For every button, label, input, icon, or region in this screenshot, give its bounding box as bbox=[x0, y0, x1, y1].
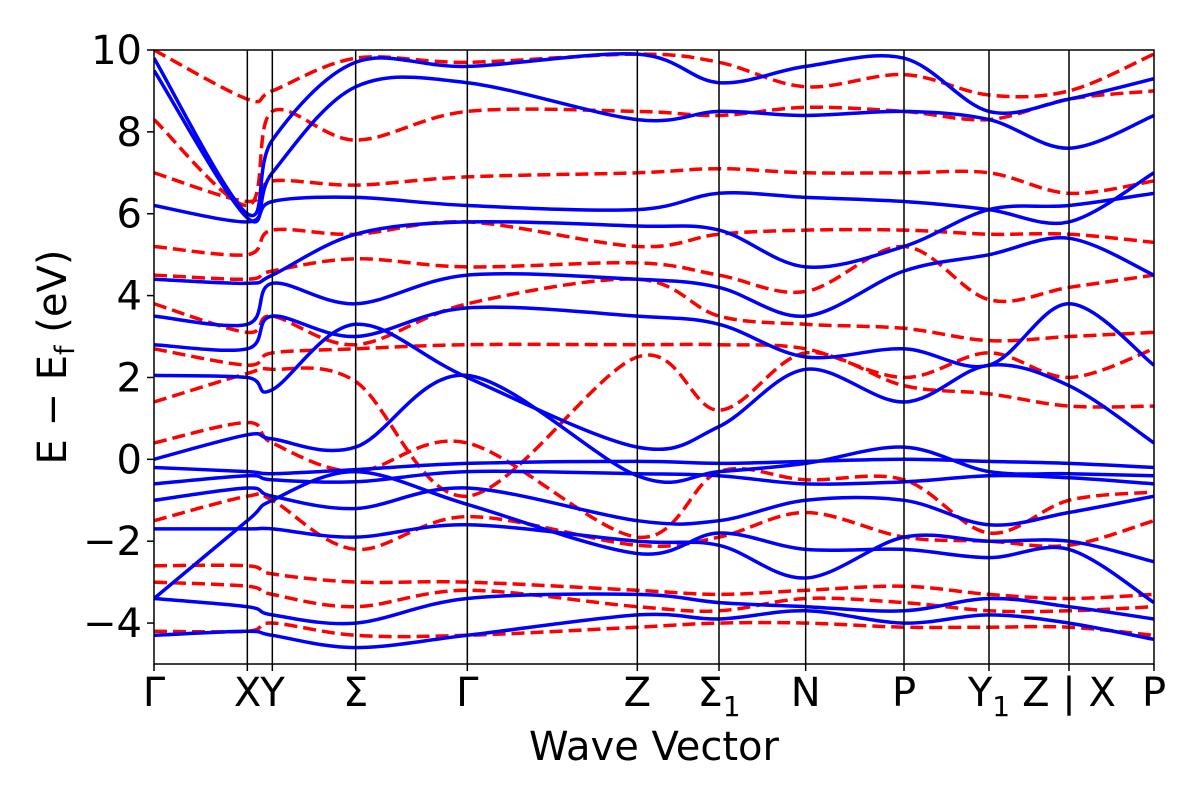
x-tick-label-8: P bbox=[892, 670, 916, 716]
y-tick-label-1: −2 bbox=[83, 519, 142, 565]
x-tick-label-2: Y bbox=[259, 670, 285, 716]
plot-frame bbox=[153, 49, 1155, 665]
y-axis-label: E − Ef (eV) bbox=[30, 250, 81, 465]
y-tick-label-3: 2 bbox=[117, 355, 142, 401]
band-dashed-15 bbox=[154, 420, 1154, 539]
x-tick-label-10: Z | X bbox=[1022, 670, 1116, 716]
x-axis-ticks: Γ X Y Σ Γ Z Σ1 N P Y1 Z | X P bbox=[143, 664, 1166, 723]
y-tick-label-6: 8 bbox=[117, 110, 142, 156]
x-axis-label: Wave Vector bbox=[529, 724, 780, 770]
x-tick-label-0: Γ bbox=[143, 670, 166, 716]
x-tick-label-subscript-9: 1 bbox=[992, 690, 1010, 723]
x-tick-label-subscript-6: 1 bbox=[723, 690, 741, 723]
x-tick-label-5: Z bbox=[624, 670, 651, 716]
y-tick-label-2: 0 bbox=[117, 437, 142, 483]
high-symmetry-lines bbox=[246, 50, 1070, 664]
y-axis-label-subscript: f bbox=[50, 344, 81, 355]
svg-text:E − Ef (eV): E − Ef (eV) bbox=[30, 250, 81, 465]
x-tick-label-1: X bbox=[234, 670, 261, 716]
y-axis-label-unit: (eV) bbox=[30, 250, 76, 346]
y-tick-label-5: 6 bbox=[117, 192, 142, 238]
x-tick-label-6: Σ1 bbox=[697, 670, 740, 723]
x-tick-label-7: N bbox=[791, 670, 821, 716]
y-axis-ticks: −4 −2 0 2 4 6 8 10 bbox=[83, 28, 154, 647]
y-tick-label-0: −4 bbox=[83, 601, 142, 647]
x-tick-label-11: P bbox=[1142, 670, 1166, 716]
x-tick-label-9: Y1 bbox=[967, 670, 1010, 723]
x-tick-label-4: Γ bbox=[456, 670, 479, 716]
y-axis-label-main: E − E bbox=[30, 355, 76, 465]
y-tick-label-7: 10 bbox=[91, 28, 142, 74]
x-tick-label-3: Σ bbox=[343, 670, 368, 716]
y-tick-label-4: 4 bbox=[117, 274, 142, 320]
